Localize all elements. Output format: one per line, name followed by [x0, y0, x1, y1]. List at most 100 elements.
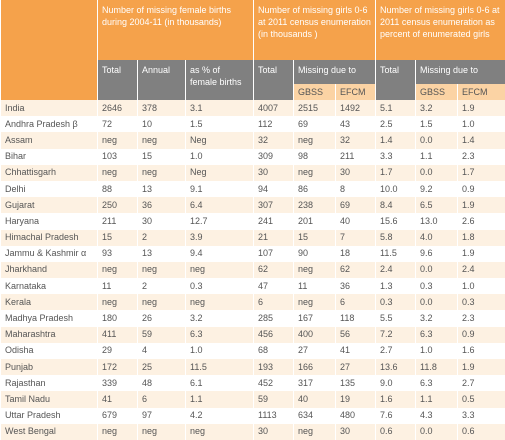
state-name: Karnataka: [1, 278, 98, 294]
cell-value: Neg: [186, 165, 254, 181]
cell-value: 1.4: [458, 132, 505, 148]
cell-value: 8.4: [376, 197, 416, 213]
column-header: Total: [376, 60, 416, 100]
cell-value: 1.5: [416, 116, 458, 132]
cell-value: 452: [254, 375, 294, 391]
cell-value: 107: [254, 246, 294, 262]
cell-value: 1.9: [458, 246, 505, 262]
cell-value: 378: [138, 100, 186, 116]
cell-value: 27: [336, 359, 376, 375]
cell-value: 86: [294, 181, 336, 197]
cell-value: 679: [98, 408, 138, 424]
cell-value: neg: [138, 165, 186, 181]
cell-value: 3.2: [186, 310, 254, 326]
cell-value: 25: [138, 359, 186, 375]
cell-value: 1.4: [376, 132, 416, 148]
cell-value: 118: [336, 310, 376, 326]
cell-value: 40: [336, 213, 376, 229]
cell-value: neg: [294, 294, 336, 310]
cell-value: 27: [294, 343, 336, 359]
state-name: Maharashtra: [1, 327, 98, 343]
cell-value: neg: [294, 165, 336, 181]
cell-value: 1.0: [458, 278, 505, 294]
state-name: Uttar Pradesh: [1, 408, 98, 424]
cell-value: 3.2: [416, 100, 458, 116]
cell-value: neg: [294, 262, 336, 278]
cell-value: neg: [98, 165, 138, 181]
state-name: Assam: [1, 132, 98, 148]
cell-value: 2.4: [376, 262, 416, 278]
cell-value: 9.1: [186, 181, 254, 197]
cell-value: 7.6: [376, 408, 416, 424]
state-name: Jharkhand: [1, 262, 98, 278]
cell-value: 13.6: [376, 359, 416, 375]
cell-value: 2.7: [458, 375, 505, 391]
cell-value: 250: [98, 197, 138, 213]
cell-value: 309: [254, 149, 294, 165]
cell-value: 5.8: [376, 230, 416, 246]
cell-value: 0.0: [416, 262, 458, 278]
cell-value: 30: [336, 424, 376, 440]
cell-value: 1.6: [376, 391, 416, 407]
cell-value: 0.6: [376, 424, 416, 440]
cell-value: neg: [138, 132, 186, 148]
cell-value: 11: [294, 278, 336, 294]
cell-value: 285: [254, 310, 294, 326]
cell-value: 0.3: [458, 294, 505, 310]
cell-value: 211: [98, 213, 138, 229]
cell-value: 3.1: [186, 100, 254, 116]
cell-value: 13.0: [416, 213, 458, 229]
cell-value: 7.2: [376, 327, 416, 343]
cell-value: 7: [336, 230, 376, 246]
cell-value: neg: [186, 424, 254, 440]
cell-value: 97: [138, 408, 186, 424]
cell-value: 112: [254, 116, 294, 132]
cell-value: 26: [138, 310, 186, 326]
cell-value: 93: [98, 246, 138, 262]
cell-value: 47: [254, 278, 294, 294]
cell-value: 339: [98, 375, 138, 391]
cell-value: 2: [138, 230, 186, 246]
cell-value: 3.3: [376, 149, 416, 165]
state-name: Rajasthan: [1, 375, 98, 391]
cell-value: neg: [138, 424, 186, 440]
state-name: Tamil Nadu: [1, 391, 98, 407]
cell-value: 411: [98, 327, 138, 343]
cell-value: 94: [254, 181, 294, 197]
cell-value: 9.4: [186, 246, 254, 262]
state-name: Punjab: [1, 359, 98, 375]
cell-value: 4.2: [186, 408, 254, 424]
cell-value: 0.0: [416, 165, 458, 181]
state-name: West Bengal: [1, 424, 98, 440]
cell-value: 8: [336, 181, 376, 197]
cell-value: 1.3: [376, 278, 416, 294]
cell-value: 1.1: [416, 391, 458, 407]
cell-value: 480: [336, 408, 376, 424]
cell-value: 10.0: [376, 181, 416, 197]
column-header: Missing due to: [416, 60, 505, 84]
cell-value: 238: [294, 197, 336, 213]
cell-value: 62: [254, 262, 294, 278]
cell-value: 13: [138, 181, 186, 197]
cell-value: 72: [98, 116, 138, 132]
cell-value: 6.5: [416, 197, 458, 213]
cell-value: 29: [98, 343, 138, 359]
cell-value: neg: [186, 262, 254, 278]
column-header: Annual: [138, 60, 186, 100]
cell-value: 2.5: [376, 116, 416, 132]
state-name: Himachal Pradesh: [1, 230, 98, 246]
cell-value: 400: [294, 327, 336, 343]
cell-value: 69: [294, 116, 336, 132]
cell-value: neg: [138, 262, 186, 278]
cell-value: 19: [336, 391, 376, 407]
cell-value: 6.3: [416, 327, 458, 343]
cell-value: 1492: [336, 100, 376, 116]
